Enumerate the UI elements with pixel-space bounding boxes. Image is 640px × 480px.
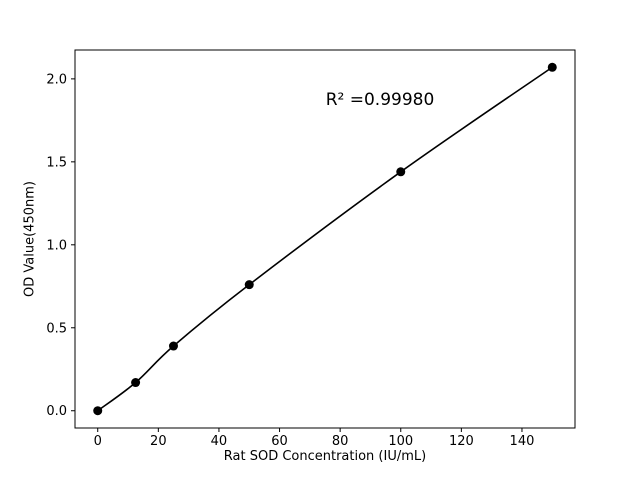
y-axis-label: OD Value(450nm) <box>22 181 38 297</box>
x-axis-label: Rat SOD Concentration (IU/mL) <box>223 449 427 464</box>
data-point <box>93 406 103 416</box>
y-tick-label: 2.0 <box>46 72 67 87</box>
axes-box <box>74 49 576 429</box>
data-point <box>244 280 254 290</box>
y-tick-label: 0.0 <box>46 404 67 419</box>
fit-line <box>97 66 553 412</box>
y-tick-label: 1.0 <box>46 238 67 253</box>
x-tick-label: 100 <box>388 434 413 449</box>
y-tick-label: 1.5 <box>46 155 67 170</box>
data-point <box>396 167 406 177</box>
x-tick-label: 80 <box>332 434 349 449</box>
r-squared-annotation: R² =0.99980 <box>325 90 435 110</box>
x-tick-label: 20 <box>150 434 167 449</box>
data-point <box>168 341 178 351</box>
x-tick-label: 140 <box>510 434 535 449</box>
x-tick-label: 0 <box>94 434 102 449</box>
data-point <box>131 378 141 388</box>
y-tick-label: 0.5 <box>46 321 67 336</box>
x-tick-label: 120 <box>449 434 474 449</box>
x-tick-label: 40 <box>211 434 228 449</box>
x-tick-label: 60 <box>271 434 288 449</box>
data-point <box>547 62 557 72</box>
